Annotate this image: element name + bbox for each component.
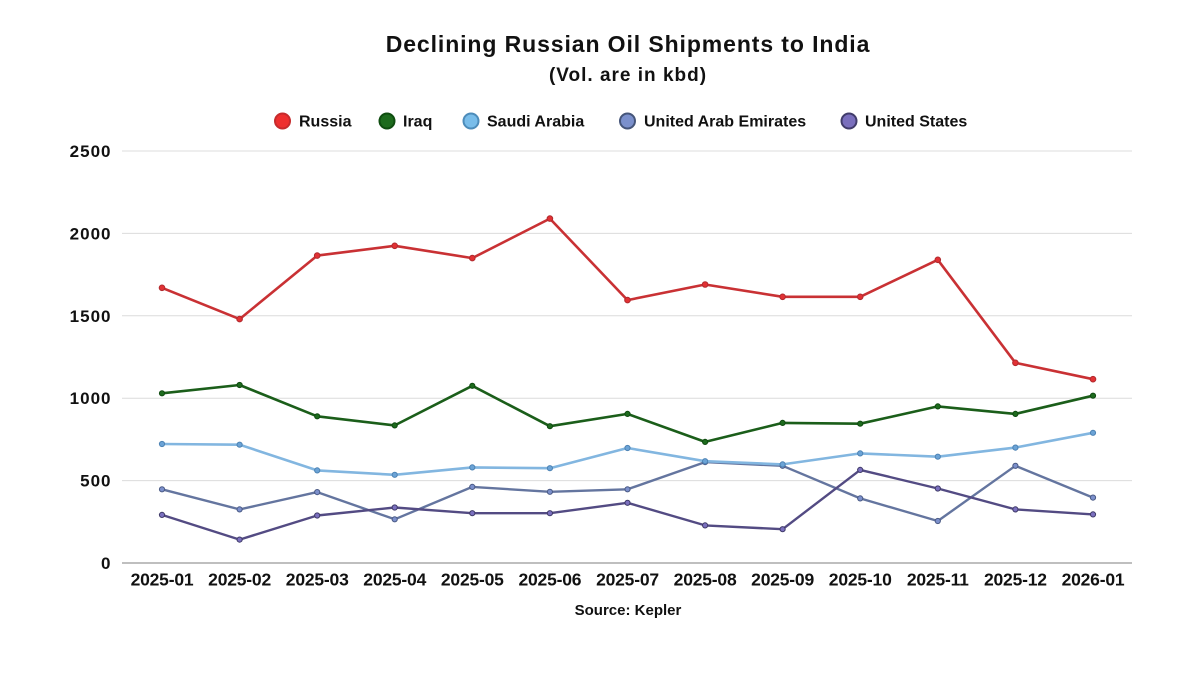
svg-text:1500: 1500 xyxy=(70,307,112,326)
svg-text:(Vol. are in kbd): (Vol. are in kbd) xyxy=(549,65,707,86)
svg-text:United Arab Emirates: United Arab Emirates xyxy=(644,114,806,131)
svg-text:2025-11: 2025-11 xyxy=(907,570,969,590)
svg-text:2000: 2000 xyxy=(70,224,112,243)
svg-text:2025-06: 2025-06 xyxy=(518,570,581,590)
svg-text:2025-04: 2025-04 xyxy=(363,570,426,590)
svg-text:500: 500 xyxy=(80,472,111,491)
svg-text:2025-08: 2025-08 xyxy=(674,570,737,590)
svg-text:0: 0 xyxy=(101,554,111,573)
svg-text:2025-10: 2025-10 xyxy=(829,570,892,590)
svg-text:Russia: Russia xyxy=(299,114,352,131)
svg-text:2025-05: 2025-05 xyxy=(441,570,504,590)
svg-text:2025-03: 2025-03 xyxy=(286,570,349,590)
svg-text:Declining Russian Oil Shipment: Declining Russian Oil Shipments to India xyxy=(386,31,871,57)
svg-text:2025-12: 2025-12 xyxy=(984,570,1047,590)
svg-text:2025-02: 2025-02 xyxy=(208,570,271,590)
svg-text:2025-09: 2025-09 xyxy=(751,570,814,590)
svg-text:Saudi Arabia: Saudi Arabia xyxy=(487,114,584,131)
svg-text:1000: 1000 xyxy=(70,389,112,408)
svg-text:Iraq: Iraq xyxy=(403,114,432,131)
svg-text:2025-01: 2025-01 xyxy=(131,570,194,590)
svg-text:United States: United States xyxy=(865,114,967,131)
svg-text:2500: 2500 xyxy=(70,142,112,161)
svg-text:2026-01: 2026-01 xyxy=(1062,570,1125,590)
svg-text:Source: Kepler: Source: Kepler xyxy=(575,602,682,619)
svg-text:2025-07: 2025-07 xyxy=(596,570,659,590)
